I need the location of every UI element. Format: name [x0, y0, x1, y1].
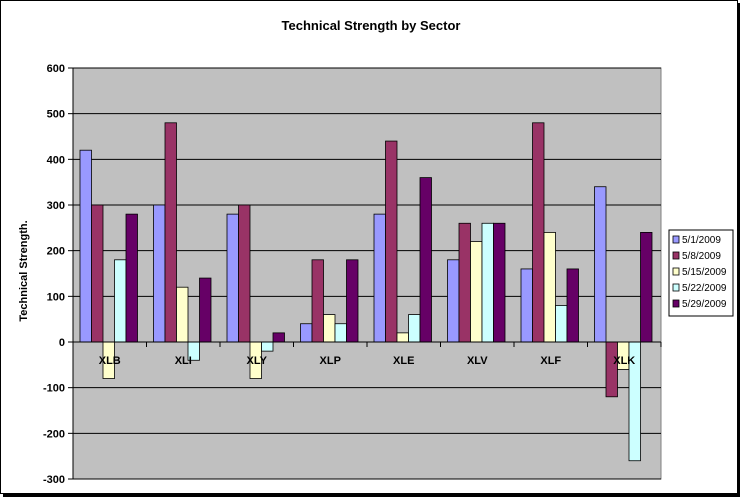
category-label: XLE [393, 355, 414, 367]
bar-xli-series-1 [153, 204, 166, 343]
bar-xlb-series-4 [114, 259, 127, 343]
category-label: XLK [613, 355, 635, 367]
bar-xlv-series-5 [493, 222, 506, 343]
legend-swatch [672, 251, 680, 260]
bar-xlp-series-4 [334, 323, 347, 343]
bar-xlp-series-5 [346, 259, 359, 343]
legend-label: 5/15/2009 [682, 267, 727, 278]
bar-xle-series-5 [419, 177, 432, 343]
category-label: XLP [320, 355, 341, 367]
bar-xle-series-1 [373, 213, 386, 343]
y-tick-label: 200 [47, 246, 65, 258]
bar-xlv-series-2 [458, 222, 471, 343]
category-label: XLV [467, 355, 488, 367]
y-tick-label: -300 [43, 474, 65, 486]
bar-xlp-series-1 [300, 323, 313, 343]
bar-xlb-series-5 [125, 213, 138, 343]
y-tick-label: 600 [47, 63, 65, 75]
bar-xlf-series-1 [520, 268, 533, 343]
bar-xlf-series-5 [566, 268, 579, 343]
bar-xly-series-2 [238, 204, 251, 343]
y-tick-label: 400 [47, 154, 65, 166]
bar-xli-series-3 [176, 286, 189, 343]
category-label: XLY [247, 355, 268, 367]
bar-xly-series-4 [261, 341, 274, 352]
y-tick-label: 300 [47, 200, 65, 212]
category-label: XLB [99, 355, 121, 367]
bar-xlv-series-3 [470, 241, 483, 343]
y-tick-label: 500 [47, 109, 65, 121]
y-tick-label: -200 [43, 428, 65, 440]
category-label: XLI [175, 355, 192, 367]
bar-xlf-series-3 [543, 231, 556, 343]
legend-label: 5/8/2009 [682, 251, 721, 262]
legend-label: 5/1/2009 [682, 235, 721, 246]
chart-title: Technical Strength by Sector [282, 18, 461, 33]
bar-xli-series-5 [199, 277, 212, 343]
bar-xlf-series-2 [532, 122, 545, 343]
bar-xlk-series-2 [605, 341, 618, 398]
category-label: XLF [540, 355, 561, 367]
bar-xly-series-1 [226, 213, 239, 343]
y-axis-label: Technical Strength. [18, 220, 30, 321]
y-tick-label: 0 [59, 337, 65, 349]
bar-xle-series-2 [385, 140, 398, 343]
plot-area: 600 500 400 300 200 100 0 -100 -200 -300 XLB XLI XLY… [43, 63, 662, 486]
legend-swatch [672, 235, 680, 244]
bar-xlk-series-1 [594, 186, 607, 343]
legend-swatch [672, 283, 680, 292]
legend-box [668, 229, 734, 317]
y-tick-label: -100 [43, 383, 65, 395]
bar-xlf-series-4 [555, 305, 568, 343]
bar-xly-series-5 [272, 332, 285, 343]
bar-xlk-series-5 [640, 231, 653, 343]
bar-xlb-series-1 [79, 149, 92, 343]
bar-xli-series-2 [164, 122, 177, 343]
bar-xle-series-3 [396, 332, 409, 343]
bar-xlv-series-1 [447, 259, 460, 343]
legend-swatch [672, 267, 680, 276]
bar-xle-series-4 [408, 314, 421, 343]
bar-xlp-series-3 [323, 314, 336, 343]
legend-swatch [672, 299, 680, 308]
legend-label: 5/29/2009 [682, 299, 727, 310]
bar-xlb-series-2 [91, 204, 104, 343]
y-tick-label: 100 [47, 291, 65, 303]
legend-label: 5/22/2009 [682, 283, 727, 294]
legend: 5/1/2009 5/8/2009 5/15/2009 5/22/2009 5/29/2… [668, 229, 734, 317]
bar-xlp-series-2 [311, 259, 324, 343]
bar-xlv-series-4 [481, 222, 494, 343]
